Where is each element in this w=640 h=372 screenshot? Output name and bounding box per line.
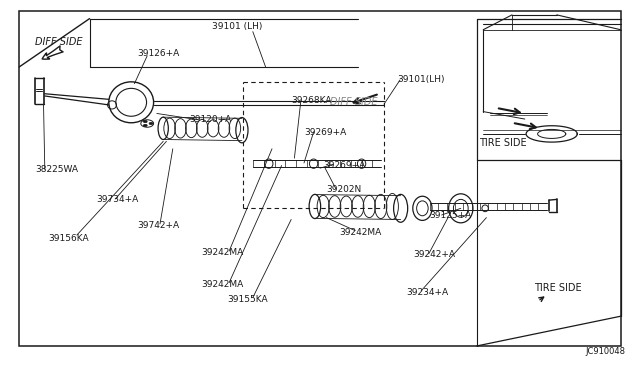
Text: DIFF SIDE: DIFF SIDE — [330, 97, 377, 107]
Text: TIRE SIDE: TIRE SIDE — [534, 283, 582, 293]
Text: 39202N: 39202N — [326, 185, 362, 194]
Text: 39242MA: 39242MA — [202, 280, 244, 289]
Text: 39101 (LH): 39101 (LH) — [212, 22, 262, 31]
Text: 39269+A: 39269+A — [304, 128, 346, 137]
Circle shape — [143, 121, 147, 123]
Circle shape — [149, 122, 153, 125]
Text: 39125+A: 39125+A — [429, 211, 471, 220]
Text: 39101(LH): 39101(LH) — [397, 76, 444, 84]
Circle shape — [143, 124, 147, 126]
Text: JC910048: JC910048 — [586, 347, 626, 356]
Text: 39734+A: 39734+A — [96, 195, 138, 203]
Text: 39234+A: 39234+A — [406, 288, 449, 296]
Text: 39269+A: 39269+A — [323, 161, 365, 170]
Text: 39126+A: 39126+A — [138, 49, 180, 58]
Text: TIRE SIDE: TIRE SIDE — [479, 138, 526, 148]
Text: 39242MA: 39242MA — [339, 228, 381, 237]
Text: 39242MA: 39242MA — [202, 248, 244, 257]
Text: 39156KA: 39156KA — [48, 234, 88, 243]
Ellipse shape — [109, 82, 154, 123]
Text: 39742+A: 39742+A — [138, 221, 180, 230]
Text: 39242+A: 39242+A — [413, 250, 455, 259]
Text: 39268KA: 39268KA — [291, 96, 332, 105]
Text: 39155KA: 39155KA — [227, 295, 268, 304]
Text: 39120+A: 39120+A — [189, 115, 231, 124]
Text: 38225WA: 38225WA — [35, 165, 78, 174]
Text: DIFF SIDE: DIFF SIDE — [35, 37, 83, 46]
